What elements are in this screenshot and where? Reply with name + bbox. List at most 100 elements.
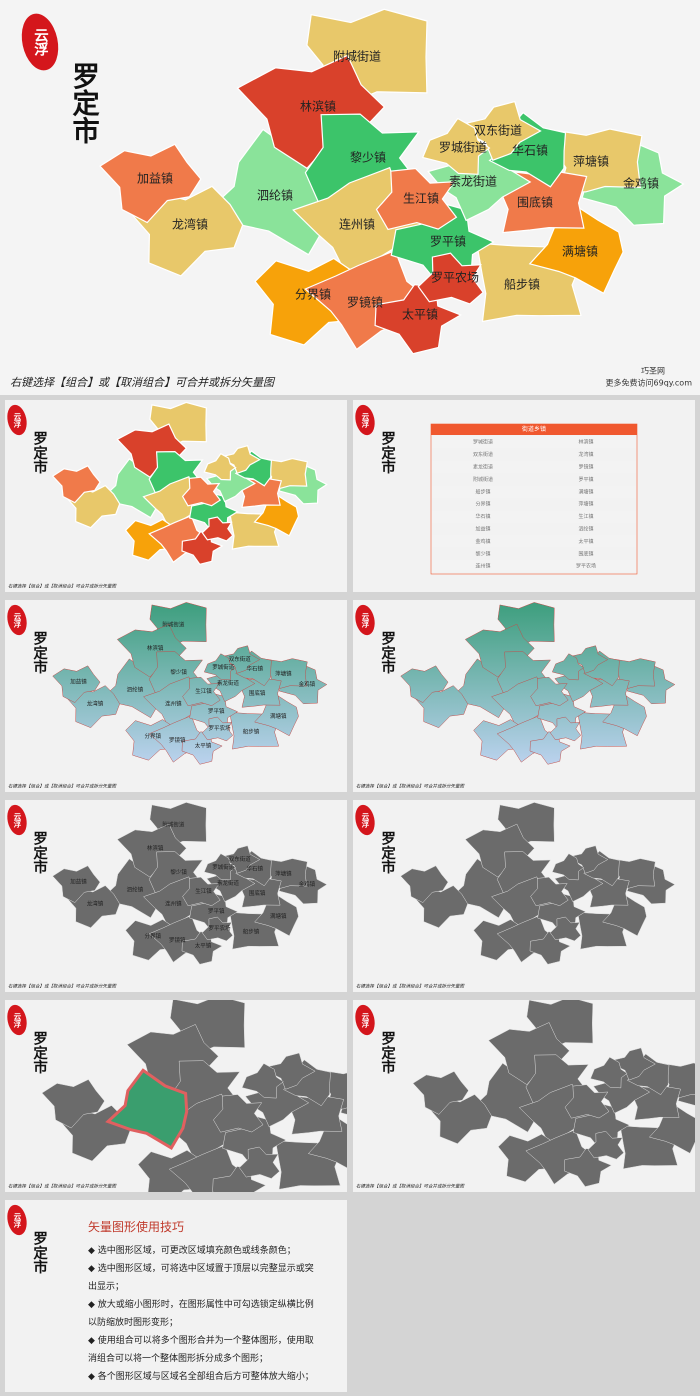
- region-label: 萍塘镇: [275, 670, 292, 678]
- region-label: 附城街道: [162, 820, 185, 828]
- region-label: 罗城街道: [439, 141, 487, 155]
- region: [213, 1094, 264, 1133]
- region-label: 罗城街道: [212, 663, 235, 671]
- region-label: 双东街道: [229, 855, 252, 863]
- city-name: 罗定市: [31, 1230, 48, 1275]
- region: [182, 676, 221, 707]
- region-label: 船步镇: [504, 278, 540, 292]
- region-label: 龙湾镇: [87, 699, 104, 707]
- tip-item: 使用组合可以将多个图形合并为一个整体图形，使用取消组合可以将一个整体图形拆分成多…: [88, 1332, 318, 1368]
- region-label: 黎少镇: [350, 151, 386, 165]
- table-cell: 生江镇: [578, 513, 593, 520]
- seal-text: 云浮: [32, 28, 49, 58]
- region-label: 生江镇: [195, 887, 212, 895]
- region: [239, 1146, 280, 1179]
- seal: [355, 804, 375, 836]
- footer-note: 右键选择【组合】或【取消组合】可合并或拆分矢量图: [8, 1184, 117, 1190]
- region-label: 满塘镇: [562, 244, 598, 259]
- region-label: 泗纶镇: [257, 189, 293, 203]
- region-label: 分界镇: [145, 732, 162, 740]
- region: [648, 1103, 695, 1154]
- watermark: 巧圣网: [641, 367, 665, 376]
- city-name: 罗定市: [31, 830, 48, 875]
- region-label: 罗镜镇: [347, 295, 383, 310]
- region: [400, 665, 449, 703]
- table-cell: 萍塘镇: [578, 501, 593, 508]
- map: [412, 1000, 695, 1187]
- region-label: 船步镇: [243, 927, 260, 935]
- region-label: 太平镇: [195, 742, 212, 750]
- region: [421, 117, 491, 175]
- table-border: [430, 423, 638, 575]
- region: [203, 653, 237, 681]
- region-label: 华石镇: [246, 664, 263, 672]
- region-label: 泗纶镇: [127, 686, 144, 694]
- region-label: 华石镇: [246, 864, 263, 872]
- region-label: 生江镇: [195, 687, 212, 695]
- region: [551, 853, 585, 881]
- table-row-bg: [432, 535, 636, 548]
- region: [99, 143, 202, 224]
- table-row-bg: [432, 510, 636, 523]
- seal: [355, 604, 375, 636]
- seal: [7, 604, 27, 636]
- region-label: 泗纶镇: [127, 886, 144, 894]
- seal-text: 云浮: [13, 1212, 22, 1229]
- table-cell: 附城街道: [473, 476, 493, 483]
- seal-text: 云浮: [361, 1012, 370, 1029]
- region-label: 太平镇: [402, 307, 438, 322]
- table-cell: 罗平农场: [576, 563, 596, 570]
- region: [203, 452, 237, 481]
- region: [254, 892, 299, 937]
- table-cell: 林滨镇: [578, 439, 593, 446]
- region-label: 金鸡镇: [299, 680, 316, 688]
- region-label: 萍塘镇: [275, 870, 292, 878]
- region: [203, 853, 237, 881]
- region: [52, 665, 101, 703]
- region-label: 罗平镇: [208, 707, 225, 715]
- seal: [7, 404, 27, 436]
- region-label: 船步镇: [243, 727, 260, 735]
- region-label: 素龙街道: [449, 175, 497, 189]
- region-label: 双东街道: [229, 655, 252, 663]
- region-label: 林滨镇: [300, 99, 336, 114]
- table-cell: 泗纶镇: [578, 526, 593, 533]
- region: [105, 1068, 189, 1150]
- seal: [7, 804, 27, 836]
- table-row-bg: [432, 436, 636, 449]
- region-label: 加益镇: [70, 678, 87, 686]
- seal: [7, 1004, 27, 1036]
- region-label: 生江镇: [403, 192, 439, 206]
- region: [602, 692, 647, 737]
- region-label: 附城街道: [162, 620, 185, 628]
- table-cell: 围底镇: [578, 550, 593, 557]
- website: 更多免费访问69qy.com: [606, 378, 693, 388]
- city-name: 罗定市: [67, 62, 100, 144]
- table-cell: 罗平镇: [578, 476, 593, 483]
- seal-text: 云浮: [13, 1012, 22, 1029]
- tip-item: 放大或缩小图形时，在图形属性中可勾选锁定纵横比例以防缩放时图形变形；: [88, 1296, 318, 1332]
- table-cell: 船步镇: [475, 488, 490, 495]
- city-name: 罗定市: [379, 430, 396, 475]
- seal: [355, 1004, 375, 1036]
- footer-note: 右键选择【组合】或【取消组合】可合并或拆分矢量图: [356, 784, 465, 790]
- region: [549, 916, 582, 942]
- region-label: 分界镇: [145, 932, 162, 940]
- region-label: 罗平农场: [431, 271, 479, 285]
- table-row-bg: [432, 485, 636, 498]
- region: [400, 865, 449, 903]
- region: [182, 876, 221, 907]
- region: [549, 716, 582, 742]
- region: [590, 1056, 628, 1089]
- footer-note: 右键选择【组合】或【取消组合】可合并或拆分矢量图: [10, 376, 276, 389]
- seal-text: 云浮: [361, 612, 370, 629]
- region-label: 素龙街道: [217, 879, 240, 887]
- seal-text: 云浮: [361, 812, 370, 829]
